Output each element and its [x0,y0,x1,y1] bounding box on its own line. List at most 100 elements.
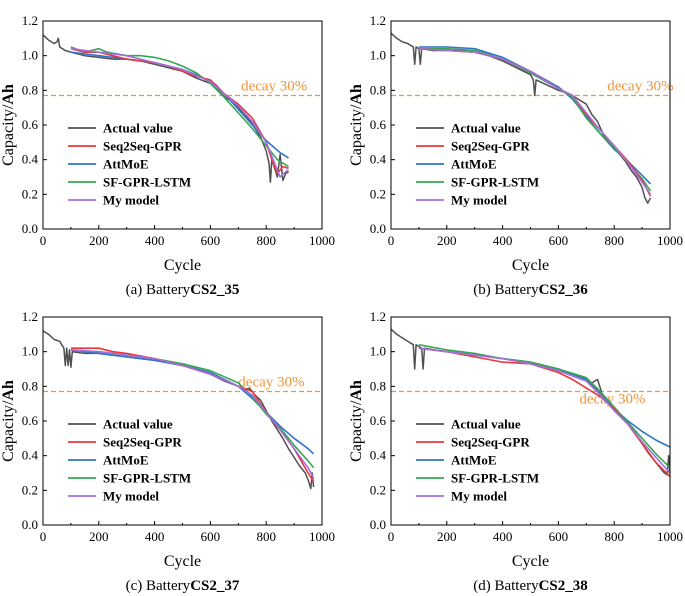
panel-caption: (a) BatteryCS2_35 [126,282,240,298]
x-tick-label: 800 [604,529,624,544]
legend-label-attmoe: AttMoE [451,157,497,172]
chart-panel-b: decay 30% 0 200 400 600 800 1000 0.0 0.2 0.4 0.6 0.… [348,13,683,298]
series-line-mymodel [418,47,652,195]
series-line-mymodel [70,47,289,178]
legend-label-sfgpr: SF-GPR-LSTM [103,175,191,190]
y-axis-label-quantity: Capacity/ [348,104,365,166]
x-tick-label: 400 [493,233,513,248]
series-line-actual [42,34,289,183]
x-axis-label: Cycle [164,257,201,274]
x-tick-label: 400 [145,529,165,544]
series-line-mymodel [70,349,315,479]
y-tick-label: 0.8 [22,82,38,97]
x-tick-label: 400 [145,233,165,248]
y-axis-label-quantity: Capacity/ [0,104,17,166]
x-tick-label: 1000 [657,233,683,248]
y-axis-label: Capacity/Ah [0,84,17,166]
x-tick-label: 600 [549,529,569,544]
x-tick-label: 0 [388,233,395,248]
y-tick-label: 0.6 [22,117,39,132]
y-tick-label: 1.2 [22,309,38,324]
y-axis-label-unit: Ah [0,84,17,105]
caption-prefix: (b) Battery [473,282,539,298]
caption-prefix: (a) Battery [126,282,191,298]
y-tick-label: 0.4 [370,152,387,167]
y-tick-label: 0.0 [22,517,38,532]
x-tick-label: 1000 [657,529,683,544]
threshold-label: decay 30% [579,392,645,408]
x-tick-label: 600 [201,233,221,248]
chart-panel-c: decay 30% 0 200 400 600 800 1000 0.0 0.2 0.4 0.6 0.… [0,309,335,594]
y-tick-label: 0.6 [370,117,387,132]
caption-battery-id: CS2_35 [190,282,239,298]
x-tick-label: 0 [40,233,47,248]
legend-label-attmoe: AttMoE [103,157,149,172]
legend-label-actual: Actual value [103,121,173,136]
chart-panel-a: decay 30% 0 200 400 600 800 1000 0.0 0.2 0.4 0.6 0.… [0,13,335,298]
panel-caption: (b) BatteryCS2_36 [473,282,588,298]
y-tick-label: 0.0 [22,221,38,236]
y-axis-label-quantity: Capacity/ [0,400,17,462]
y-tick-label: 0.8 [22,378,38,393]
legend-label-seq2seq: Seq2Seq-GPR [103,139,182,154]
y-axis-label-unit: Ah [0,380,17,401]
legend-label-seq2seq: Seq2Seq-GPR [451,139,530,154]
panel-caption: (c) BatteryCS2_37 [126,578,240,594]
x-tick-label: 800 [256,233,276,248]
legend-label-sfgpr: SF-GPR-LSTM [451,175,539,190]
y-tick-label: 0.6 [370,413,387,428]
x-tick-label: 1000 [309,529,335,544]
y-tick-label: 0.0 [370,517,386,532]
caption-prefix: (d) Battery [473,578,539,594]
plot-frame [390,20,671,230]
legend-label-seq2seq: Seq2Seq-GPR [451,435,530,450]
y-axis-label: Capacity/Ah [0,380,17,462]
x-tick-label: 1000 [309,233,335,248]
series-line-mymodel [418,347,671,474]
y-tick-label: 0.2 [370,186,386,201]
y-tick-label: 1.2 [370,309,386,324]
legend-label-mymodel: My model [103,193,159,208]
y-tick-label: 0.8 [370,82,386,97]
y-tick-label: 0.6 [22,413,39,428]
y-tick-label: 1.0 [370,344,386,359]
series-line-seq2seq [418,347,671,478]
y-axis-label-unit: Ah [348,380,365,401]
caption-battery-id: CS2_38 [539,578,588,594]
y-tick-label: 1.0 [22,48,38,63]
caption-prefix: (c) Battery [126,578,191,594]
y-tick-label: 1.2 [22,13,38,28]
y-axis-label: Capacity/Ah [348,84,365,166]
legend-label-actual: Actual value [451,121,521,136]
series-line-sfgpr [70,46,289,168]
legend-label-mymodel: My model [451,489,507,504]
x-axis-label: Cycle [512,553,549,570]
y-tick-label: 0.4 [370,448,387,463]
y-tick-label: 1.0 [22,344,38,359]
legend-label-sfgpr: SF-GPR-LSTM [451,471,539,486]
x-tick-label: 800 [256,529,276,544]
caption-battery-id: CS2_36 [539,282,589,298]
panel-caption: (d) BatteryCS2_38 [473,578,588,594]
x-tick-label: 0 [388,529,395,544]
y-tick-label: 0.4 [22,152,39,167]
threshold-label: decay 30% [238,374,304,390]
x-tick-label: 0 [40,529,47,544]
legend-label-mymodel: My model [451,193,507,208]
legend-label-mymodel: My model [103,489,159,504]
y-tick-label: 1.0 [370,48,386,63]
caption-battery-id: CS2_37 [190,578,240,594]
legend-label-actual: Actual value [103,417,173,432]
legend-label-seq2seq: Seq2Seq-GPR [103,435,182,450]
y-axis-label-quantity: Capacity/ [348,400,365,462]
y-tick-label: 0.2 [22,186,38,201]
threshold-label: decay 30% [607,78,673,94]
y-axis-label: Capacity/Ah [348,380,365,462]
y-axis-label-unit: Ah [348,84,365,105]
y-tick-label: 0.2 [22,482,38,497]
x-axis-label: Cycle [512,257,549,274]
legend-label-attmoe: AttMoE [451,453,497,468]
x-tick-label: 400 [493,529,513,544]
x-tick-label: 600 [201,529,221,544]
